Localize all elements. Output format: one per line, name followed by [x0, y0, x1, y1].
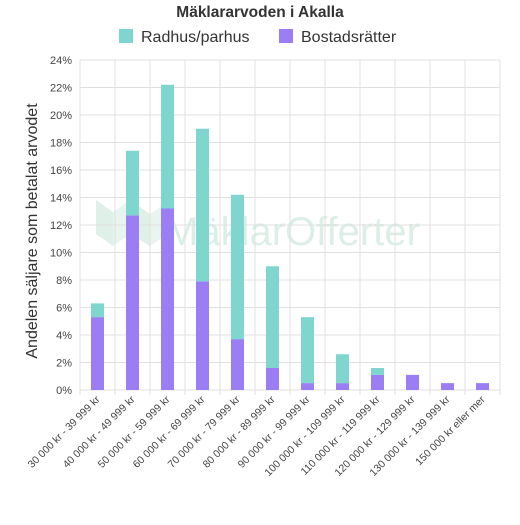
y-tick-label: 6%	[56, 303, 72, 315]
bar-segment	[406, 374, 419, 390]
bar-segment	[266, 266, 279, 368]
bar-segment	[476, 383, 489, 390]
bar-segment	[231, 339, 244, 390]
legend-swatch	[279, 29, 293, 43]
y-tick-label: 14%	[50, 193, 72, 205]
chart-title: Mäklararvoden i Akalla	[176, 4, 344, 21]
y-tick-label: 18%	[50, 138, 72, 150]
bar-segment	[161, 208, 174, 390]
bar-segment	[336, 354, 349, 384]
legend-label: Radhus/parhus	[141, 29, 250, 46]
y-axis-label: Andelen säljare som betalat arvodet	[24, 103, 41, 359]
y-tick-label: 12%	[50, 220, 72, 232]
grid-lines	[79, 59, 501, 395]
y-tick-label: 22%	[50, 83, 72, 95]
watermark: MäklarOfferter	[96, 200, 420, 254]
bar-segment	[371, 374, 384, 390]
bar-segment	[266, 368, 279, 390]
y-tick-label: 20%	[50, 110, 72, 122]
bar-segment	[371, 368, 384, 375]
y-tick-label: 2%	[56, 358, 72, 370]
y-tick-label: 0%	[56, 385, 72, 397]
bar-segment	[441, 383, 454, 390]
y-tick-labels: 0% 2% 4% 6% 8% 10% 12% 14% 16% 18% 20% 22% 24%	[50, 55, 72, 397]
bar-segment	[231, 194, 244, 340]
y-tick-label: 8%	[56, 275, 72, 287]
legend-item[interactable]: Radhus/parhus	[119, 29, 250, 46]
legend-item[interactable]: Bostadsrätter	[279, 29, 397, 46]
bar-segment	[196, 128, 209, 282]
bar-segment	[126, 150, 139, 216]
bar-segment	[336, 383, 349, 390]
bar-segment	[91, 317, 104, 390]
y-tick-label: 4%	[56, 330, 72, 342]
y-tick-label: 24%	[50, 55, 72, 67]
bar-segment	[161, 84, 174, 209]
bar-segment	[301, 317, 314, 384]
bars	[91, 84, 489, 390]
watermark-text: MäklarOfferter	[165, 210, 420, 254]
chart-legend: Radhus/parhus Bostadsrätter	[119, 29, 397, 46]
watermark-text-b: Offerter	[285, 210, 420, 254]
x-tick-label: 150 000 kr eller mer	[413, 393, 488, 468]
y-tick-label: 10%	[50, 248, 72, 260]
bar-segment	[91, 303, 104, 318]
watermark-text-a: Mäklar	[165, 210, 285, 254]
bar-segment	[301, 383, 314, 390]
legend-label: Bostadsrätter	[301, 29, 397, 46]
y-tick-label: 16%	[50, 165, 72, 177]
bar-segment	[126, 215, 139, 390]
bar-segment	[196, 281, 209, 390]
legend-swatch	[119, 29, 133, 43]
